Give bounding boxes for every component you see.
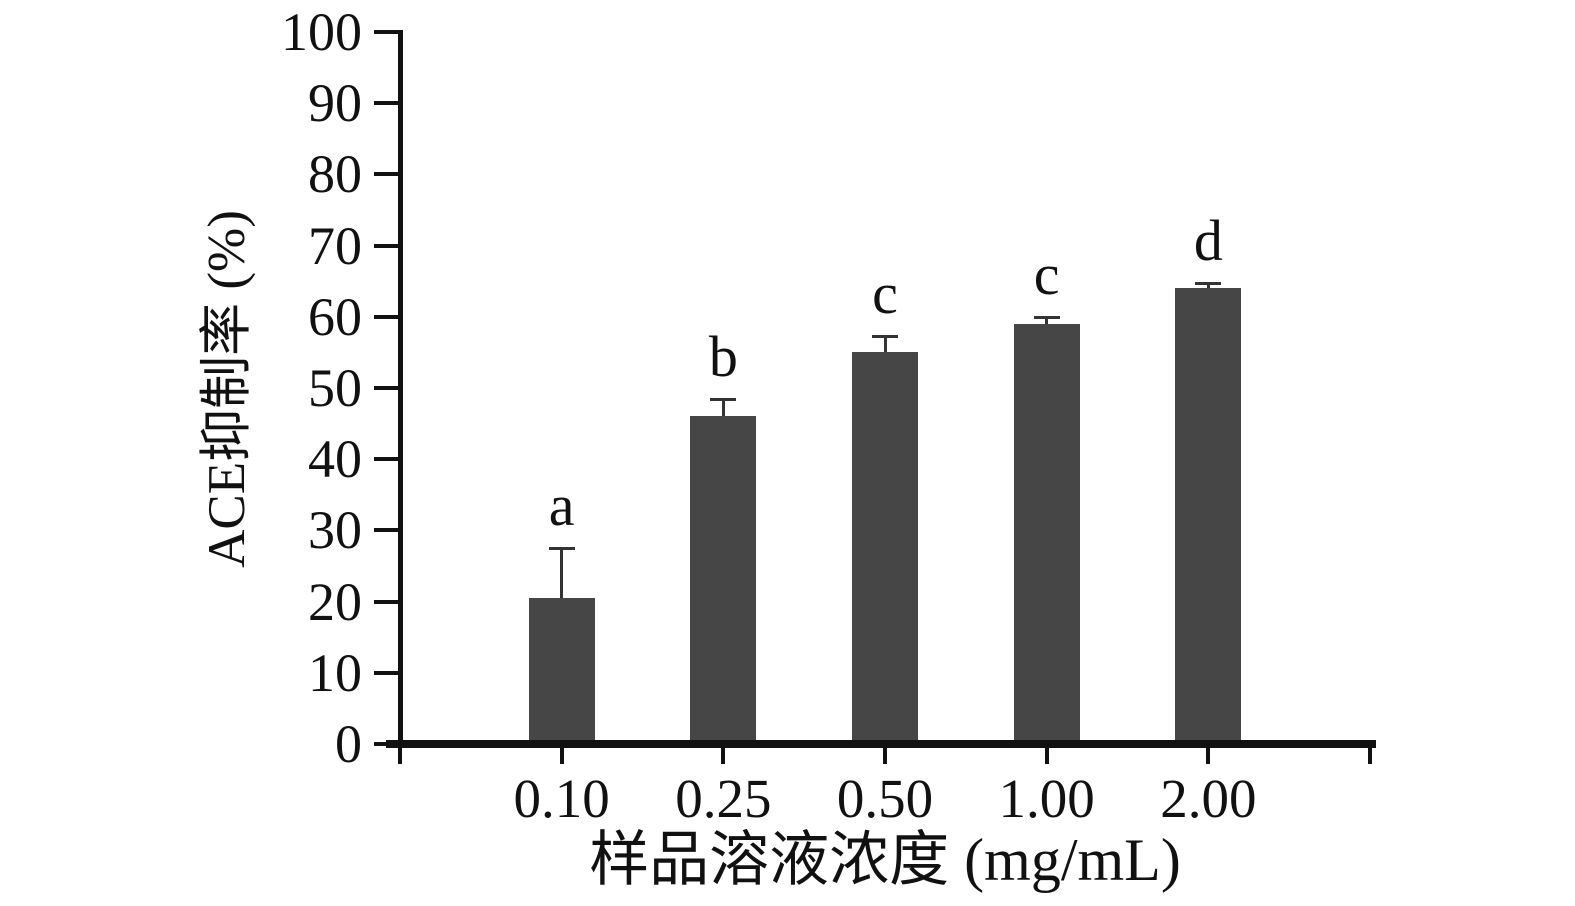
error-bar-cap [710,397,737,401]
y-tick-label: 80 [308,144,362,205]
x-tick-label: 0.25 [675,768,772,829]
y-axis-line [398,30,403,748]
x-tick-label: 2.00 [1160,768,1257,829]
x-axis-tick [559,748,564,764]
y-axis-tick [374,599,398,604]
bar-0.10 [528,598,595,744]
x-axis-tick [1368,748,1372,764]
x-axis-title: 样品溶液浓度 (mg/mL) [589,827,1181,893]
error-bar-stem [883,336,887,353]
x-axis-tick [721,748,726,764]
y-tick-label: 50 [308,358,362,418]
y-axis-tick [374,101,398,106]
y-axis-tick [374,386,398,390]
x-axis-line [386,740,1376,748]
x-axis-tick [1206,748,1211,764]
error-bar-cap [548,547,575,551]
significance-letter: c [872,261,898,327]
x-tick-label: 1.00 [998,768,1095,829]
x-tick-label: 0.10 [513,768,610,829]
bar-1.00 [1013,323,1080,744]
y-tick-label: 40 [308,429,362,490]
significance-letter: c [1033,241,1060,307]
y-axis-tick [374,314,398,319]
error-bar-cap [1195,281,1222,285]
y-axis-tick [374,243,398,248]
significance-letter: a [548,473,575,539]
error-bar-stem [721,398,725,417]
y-tick-label: 30 [308,500,362,561]
error-bar-stem [1045,316,1049,324]
error-bar-cap [1033,315,1060,319]
bar-0.25 [690,416,757,744]
y-tick-label: 60 [308,286,362,347]
y-axis-tick [374,670,398,675]
y-tick-label: 100 [281,2,362,62]
x-axis-tick [1044,748,1049,764]
significance-letter: d [1193,207,1223,273]
significance-letter: b [708,323,738,389]
y-axis-tick [374,457,398,462]
y-tick-label: 0 [335,714,362,774]
y-tick-label: 90 [308,73,362,134]
bar-2.00 [1175,288,1242,744]
x-tick-label: 0.50 [836,768,934,829]
x-axis-tick [398,748,402,764]
y-axis-tick [374,30,398,34]
y-tick-label: 20 [308,571,362,632]
y-axis-tick [374,172,398,177]
y-tick-label: 10 [308,642,362,703]
error-bar-cap [872,335,898,339]
y-tick-label: 70 [308,215,362,276]
error-bar-stem [1206,282,1210,289]
bar-0.50 [852,352,918,744]
x-axis-tick [883,748,887,764]
error-bar-stem [560,548,564,599]
y-axis-tick [374,528,398,533]
